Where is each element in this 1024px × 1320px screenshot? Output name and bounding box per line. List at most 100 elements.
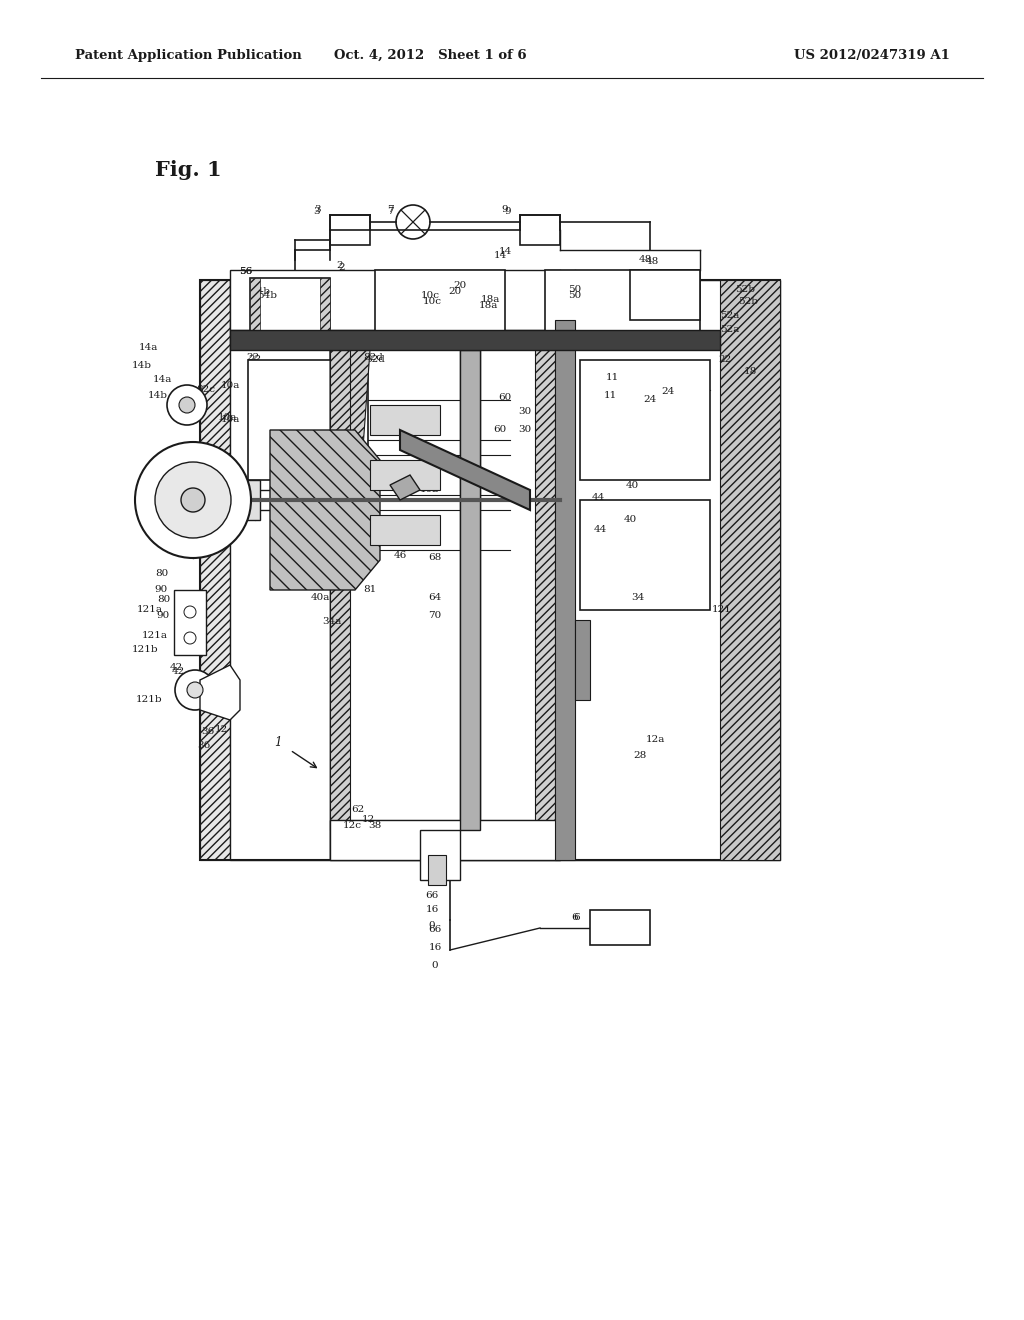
Text: 10a: 10a [220, 416, 240, 425]
Polygon shape [330, 350, 350, 830]
Bar [330, 215, 370, 246]
Text: 52a: 52a [720, 326, 739, 334]
Text: 44: 44 [592, 494, 604, 503]
Text: 121b: 121b [131, 645, 158, 655]
Polygon shape [535, 350, 555, 830]
Circle shape [181, 488, 205, 512]
Bar [428, 855, 446, 884]
Text: 82: 82 [215, 474, 228, 483]
Polygon shape [230, 280, 330, 861]
Text: 66: 66 [428, 925, 441, 935]
Text: 9: 9 [502, 206, 508, 214]
Polygon shape [200, 665, 240, 719]
Circle shape [135, 442, 251, 558]
Polygon shape [270, 430, 380, 590]
Polygon shape [319, 279, 330, 333]
Text: 0: 0 [432, 961, 438, 969]
Text: 14b: 14b [132, 360, 152, 370]
Polygon shape [230, 271, 560, 330]
Text: US 2012/0247319 A1: US 2012/0247319 A1 [795, 49, 950, 62]
Text: 40: 40 [626, 480, 639, 490]
Text: 22: 22 [247, 354, 260, 363]
Text: 121: 121 [712, 606, 732, 615]
Text: 52b: 52b [735, 285, 755, 294]
Text: 56: 56 [240, 268, 253, 276]
Text: 16: 16 [425, 906, 438, 915]
Text: 50: 50 [568, 290, 582, 300]
Text: 7: 7 [387, 206, 393, 214]
Circle shape [179, 397, 195, 413]
Bar [248, 360, 368, 480]
Text: 81: 81 [364, 586, 377, 594]
Text: 68: 68 [428, 553, 441, 562]
Circle shape [187, 682, 203, 698]
Text: 60: 60 [494, 425, 507, 434]
Text: 34: 34 [632, 594, 645, 602]
Circle shape [184, 606, 196, 618]
Bar [580, 360, 710, 480]
Text: 6: 6 [571, 913, 578, 923]
Text: 9: 9 [505, 207, 511, 216]
Circle shape [155, 462, 231, 539]
Text: 82a: 82a [199, 506, 218, 515]
Polygon shape [330, 280, 560, 861]
Circle shape [184, 632, 196, 644]
Text: Oct. 4, 2012   Sheet 1 of 6: Oct. 4, 2012 Sheet 1 of 6 [334, 49, 526, 62]
Text: 30: 30 [518, 408, 531, 417]
Text: 121a: 121a [137, 606, 163, 615]
Text: 10c: 10c [421, 290, 439, 300]
Text: 82b: 82b [202, 455, 222, 465]
Text: 20: 20 [449, 288, 462, 297]
Text: 32: 32 [209, 540, 222, 549]
Text: 14: 14 [494, 251, 507, 260]
Bar [370, 459, 440, 490]
Text: 62: 62 [351, 805, 365, 814]
Text: 22: 22 [719, 355, 731, 364]
Bar [630, 271, 700, 319]
Text: 60: 60 [499, 393, 512, 403]
Text: 6: 6 [573, 913, 580, 923]
Text: 18: 18 [743, 367, 757, 376]
Text: 28: 28 [634, 751, 646, 759]
Bar [230, 480, 260, 520]
Text: 121a: 121a [142, 631, 168, 639]
Text: 48: 48 [638, 256, 651, 264]
Text: 50: 50 [568, 285, 582, 294]
Text: 82b: 82b [202, 500, 222, 510]
Text: 42: 42 [172, 668, 185, 676]
Text: 24: 24 [643, 396, 656, 404]
Text: 10: 10 [222, 491, 234, 499]
Polygon shape [555, 319, 575, 861]
Polygon shape [400, 430, 530, 510]
Text: 82a: 82a [203, 486, 222, 495]
Text: 40a: 40a [310, 594, 330, 602]
Text: 2: 2 [337, 260, 343, 269]
Text: 12a: 12a [645, 735, 665, 744]
Text: 10b: 10b [420, 486, 440, 495]
Text: 82c: 82c [196, 385, 215, 395]
Polygon shape [330, 350, 370, 520]
Text: 82c: 82c [199, 531, 218, 540]
Text: 44: 44 [593, 525, 606, 535]
Text: 14b: 14b [148, 391, 168, 400]
Bar [370, 405, 440, 436]
Polygon shape [330, 820, 560, 830]
Text: 10a: 10a [218, 412, 237, 421]
Text: 20: 20 [454, 281, 467, 289]
Text: 0: 0 [429, 920, 435, 929]
Text: Patent Application Publication: Patent Application Publication [75, 49, 302, 62]
Text: 14a: 14a [138, 343, 158, 352]
Polygon shape [330, 350, 555, 830]
Text: 11: 11 [603, 391, 616, 400]
Text: 90: 90 [155, 586, 168, 594]
Text: 10c: 10c [423, 297, 441, 306]
Circle shape [175, 671, 215, 710]
Text: 12c: 12c [342, 821, 361, 829]
Text: 22: 22 [249, 355, 261, 364]
Text: 54b: 54b [250, 288, 270, 297]
Bar [460, 350, 480, 830]
Polygon shape [230, 330, 720, 350]
Text: 80: 80 [157, 595, 170, 605]
Bar [330, 820, 560, 861]
Text: 82d: 82d [364, 354, 383, 363]
